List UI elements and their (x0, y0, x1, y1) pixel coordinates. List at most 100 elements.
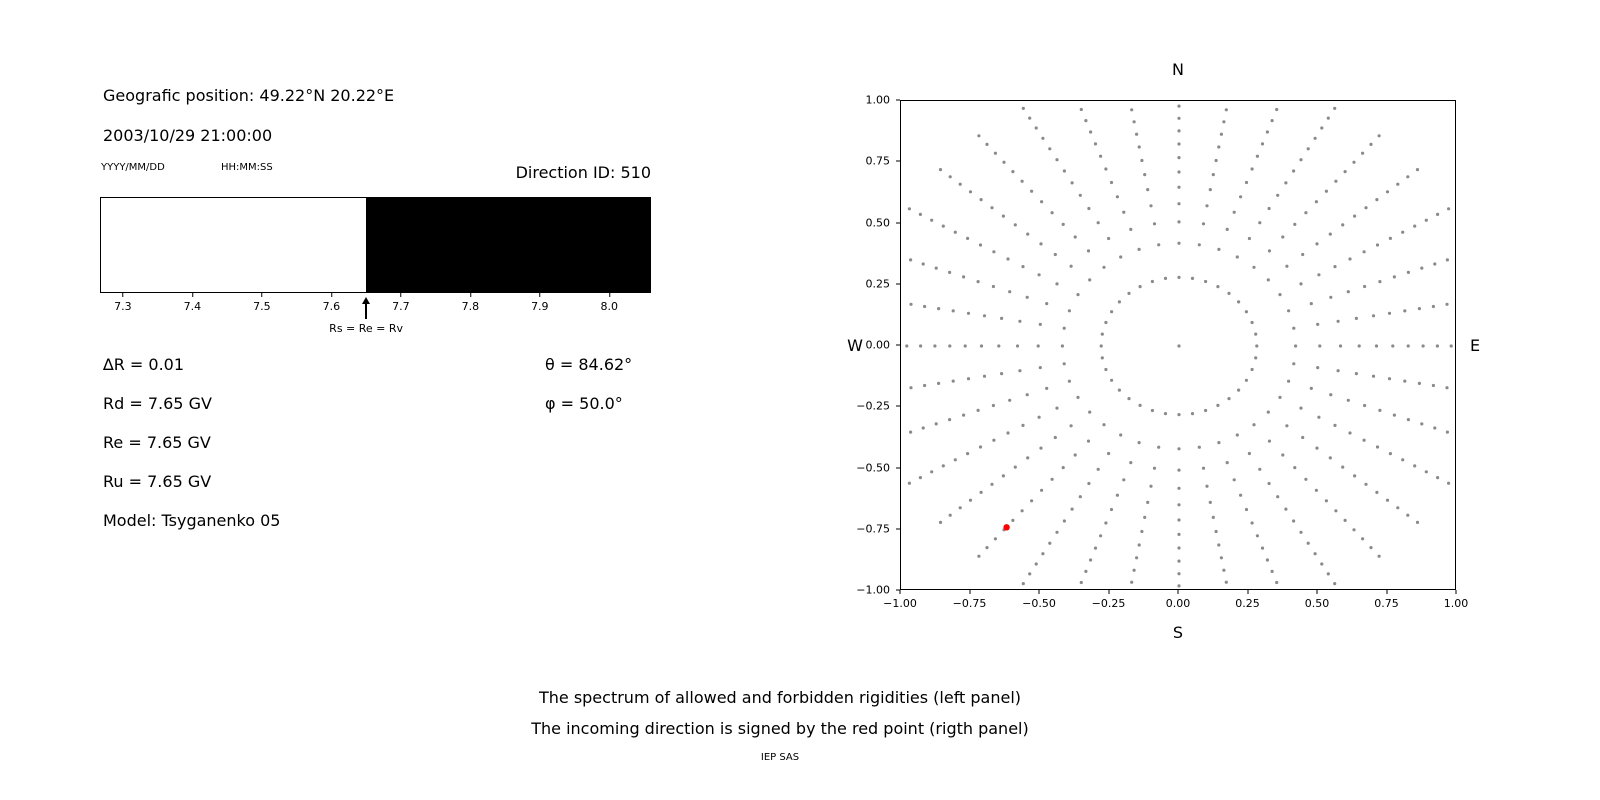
scatter-dot (1285, 424, 1289, 428)
scatter-dot (1309, 302, 1313, 306)
scatter-dot (1250, 320, 1254, 325)
scatter-dot (1326, 116, 1330, 120)
tick-label: 7.4 (183, 300, 202, 313)
compass-south-label: S (1172, 623, 1184, 642)
scatter-dot (992, 438, 996, 442)
tick-mark (896, 222, 900, 223)
scatter-dot (1267, 439, 1272, 443)
scatter-dot (1413, 224, 1417, 228)
scatter-dot (1107, 451, 1111, 456)
scatter-dot (1219, 132, 1223, 136)
spectrum-annotation: Rs = Re = Rv (306, 297, 426, 335)
scatter-dot (1138, 403, 1142, 407)
scatter-dot (907, 207, 911, 211)
scatter-dot (948, 513, 952, 517)
scatter-dot (948, 344, 952, 348)
axis-tick-label: −0.50 (856, 461, 890, 474)
scatter-dot (1143, 515, 1147, 519)
scatter-dot (1107, 236, 1111, 241)
tick-label: 7.9 (531, 300, 549, 313)
caption-line2: The incoming direction is signed by the … (531, 719, 1029, 738)
axis-tick-label: 0.00 (1165, 597, 1191, 610)
scatter-dot (1222, 568, 1226, 572)
scatter-dot (1357, 344, 1361, 348)
tick-mark (899, 590, 901, 594)
spectrum-panel (100, 197, 651, 293)
scatter-dot (1217, 441, 1221, 445)
scatter-dot (909, 386, 913, 390)
scatter-dot (1127, 397, 1131, 401)
scatter-dot (1364, 206, 1368, 210)
scatter-dot (966, 452, 970, 456)
scatter-dot (1224, 108, 1228, 112)
scatter-dot (1267, 481, 1271, 486)
scatter-dot (982, 314, 987, 318)
scatter-dot (1048, 147, 1052, 151)
scatter-dot (1115, 195, 1119, 199)
scatter-dot (1021, 265, 1025, 269)
scatter-dot (1036, 344, 1040, 348)
scatter-dot (905, 344, 909, 348)
scatter-dot (1369, 142, 1373, 146)
scatter-dot (1078, 193, 1082, 197)
scatter-dot (1177, 503, 1181, 507)
axis-tick-label: −0.75 (952, 597, 987, 610)
scatter-dots (905, 104, 1453, 588)
spectrum-tick: 7.4 (183, 293, 202, 313)
scatter-dot (976, 408, 980, 412)
scatter-dot (1287, 379, 1291, 383)
scatter-dot (1177, 275, 1181, 279)
scatter-dot (1293, 222, 1297, 226)
tick-mark (896, 99, 900, 101)
scatter-dot (1163, 276, 1168, 280)
red-point (1003, 524, 1010, 531)
scatter-dot (1055, 406, 1059, 410)
scatter-dot (951, 309, 955, 313)
scatter-dot (1143, 173, 1147, 177)
scatter-dot (1304, 477, 1308, 481)
axis-tick-label: −0.25 (856, 399, 890, 413)
scatter-dot (1214, 529, 1218, 534)
scatter-dot (1255, 344, 1259, 348)
forbidden-region (366, 198, 650, 292)
scatter-dot (1177, 129, 1181, 133)
axis-tick-label: 0.75 (865, 154, 891, 168)
scatter-dot (1336, 369, 1340, 373)
scatter-dot (1284, 181, 1288, 185)
scatter-dot (1406, 344, 1410, 348)
scatter-dot (1055, 530, 1059, 534)
scatter-dot (979, 344, 984, 348)
scatter-dot (1130, 108, 1134, 112)
scatter-dot (1343, 170, 1347, 174)
scatter-dot (1299, 158, 1303, 162)
scatter-dot (1006, 257, 1010, 261)
scatter-dot (1150, 279, 1154, 284)
compass-north-label: N (1172, 60, 1184, 79)
scatter-dot (1387, 377, 1392, 381)
scatter-dot (1403, 379, 1407, 383)
axis-tick-label: 0.25 (865, 277, 891, 291)
scatter-dot (1122, 478, 1126, 482)
spectrum-tick: 7.7 (392, 293, 410, 313)
scatter-dot (1260, 142, 1265, 146)
scatter-dot (1204, 408, 1208, 413)
scatter-dot (1250, 167, 1254, 171)
scatter-dot (1385, 498, 1390, 502)
scatter-dot (1214, 158, 1218, 163)
scatter-dot (1140, 158, 1144, 163)
scatter-dot (1377, 554, 1381, 558)
tick-mark (469, 293, 471, 297)
scatter-dot (1093, 142, 1098, 146)
scatter-dot (1021, 106, 1025, 110)
scatter-dot (1354, 316, 1358, 320)
scatter-dot (1252, 423, 1256, 427)
tick-mark (896, 405, 900, 407)
tick-mark (122, 293, 124, 297)
scatter-dot (1333, 265, 1337, 269)
scatter-dot (1278, 395, 1282, 399)
scatter-dot (1021, 423, 1025, 427)
caption-line1: The spectrum of allowed and forbidden ri… (538, 688, 1022, 707)
scatter-dot (1292, 519, 1296, 523)
tick-mark (1177, 590, 1179, 594)
